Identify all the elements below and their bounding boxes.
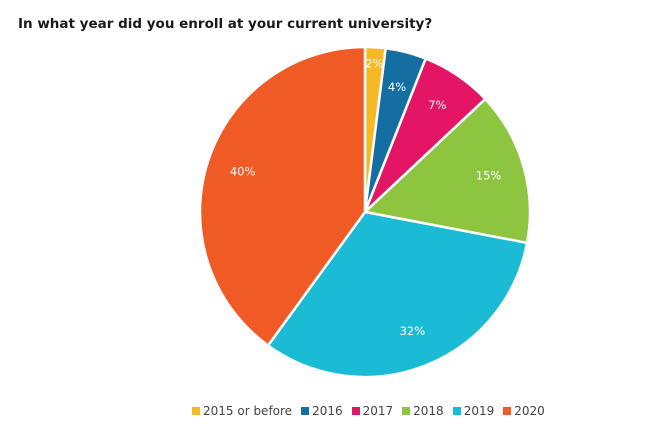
legend-item-2015-or-before[interactable]: 2015 or before (192, 404, 292, 418)
slice-label-2017: 7% (428, 98, 446, 112)
legend-item-2020[interactable]: 2020 (503, 404, 545, 418)
legend-label: 2018 (413, 404, 444, 418)
legend-label: 2016 (312, 404, 343, 418)
slice-label-2016: 4% (388, 80, 406, 94)
legend-swatch (192, 407, 200, 415)
pie-slice-labels: 2% 4% 7% 15% 32% 40% (230, 56, 502, 338)
legend-label: 2020 (514, 404, 545, 418)
pie-slice-2020[interactable] (198, 45, 367, 347)
pie-slice-2018[interactable] (363, 97, 532, 245)
chart-legend: 2015 or before 2016 2017 2018 2019 2020 (192, 404, 545, 418)
slice-label-2020: 40% (230, 165, 256, 179)
slice-label-2015-or-before: 2% (365, 56, 383, 70)
pie-slice-2019[interactable] (266, 210, 529, 379)
slice-label-2019: 32% (400, 324, 426, 338)
slice-label-2018: 15% (476, 169, 502, 183)
legend-label: 2019 (463, 404, 495, 418)
legend-swatch (351, 407, 360, 415)
legend-item-2019[interactable]: 2019 (452, 404, 495, 418)
legend-swatch (452, 407, 461, 415)
legend-item-2016[interactable]: 2016 (301, 404, 343, 418)
pie-slices (198, 45, 532, 379)
legend-swatch (402, 407, 411, 415)
legend-label: 2015 or before (203, 404, 293, 418)
legend-swatch (503, 407, 512, 415)
legend-item-2017[interactable]: 2017 (351, 404, 394, 418)
legend-item-2018[interactable]: 2018 (402, 404, 444, 418)
legend-swatch (301, 407, 310, 415)
chart-title: In what year did you enroll at your curr… (18, 16, 433, 32)
legend-label: 2017 (362, 404, 394, 418)
